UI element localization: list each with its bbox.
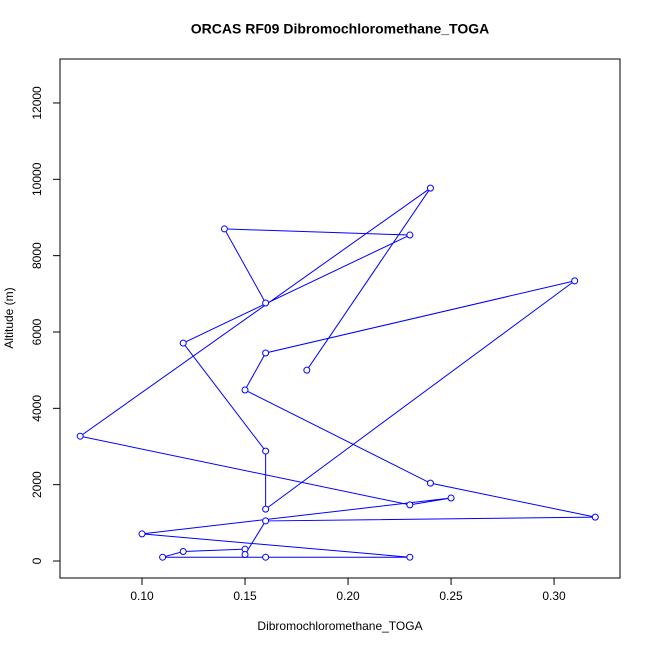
x-tick-label: 0.10 (130, 589, 154, 603)
point (406, 501, 414, 509)
point (76, 432, 84, 440)
point (241, 551, 249, 559)
point (447, 494, 455, 502)
point (220, 225, 228, 233)
x-axis-label: Dibromochloromethane_TOGA (257, 619, 422, 633)
point (406, 553, 414, 561)
y-tick-label: 2000 (30, 471, 44, 498)
point (262, 505, 270, 513)
y-tick-label: 4000 (30, 395, 44, 422)
point (262, 349, 270, 357)
point (179, 547, 187, 555)
y-tick-label: 6000 (30, 318, 44, 345)
point (262, 299, 270, 307)
point (262, 517, 270, 525)
point (138, 530, 146, 538)
point (262, 447, 270, 455)
point (426, 184, 434, 192)
point (303, 366, 311, 374)
x-tick-label: 0.20 (336, 589, 360, 603)
point (571, 277, 579, 285)
series-line (78, 187, 596, 558)
y-tick-label: 0 (30, 557, 44, 564)
y-tick-label: 8000 (30, 242, 44, 269)
point (241, 386, 249, 394)
x-tick-label: 0.25 (439, 589, 463, 603)
plot-frame (59, 58, 621, 579)
y-axis-label: Altitude (m) (2, 287, 16, 348)
point (591, 513, 599, 521)
point (179, 339, 187, 347)
x-tick-label: 0.30 (542, 589, 566, 603)
point (426, 479, 434, 487)
y-tick-label: 10000 (30, 162, 44, 196)
y-tick-label: 12000 (30, 86, 44, 120)
point (262, 553, 270, 561)
point (159, 553, 167, 561)
x-tick-label: 0.15 (233, 589, 257, 603)
point (406, 231, 414, 239)
chart-title: ORCAS RF09 Dibromochloromethane_TOGA (191, 21, 489, 37)
